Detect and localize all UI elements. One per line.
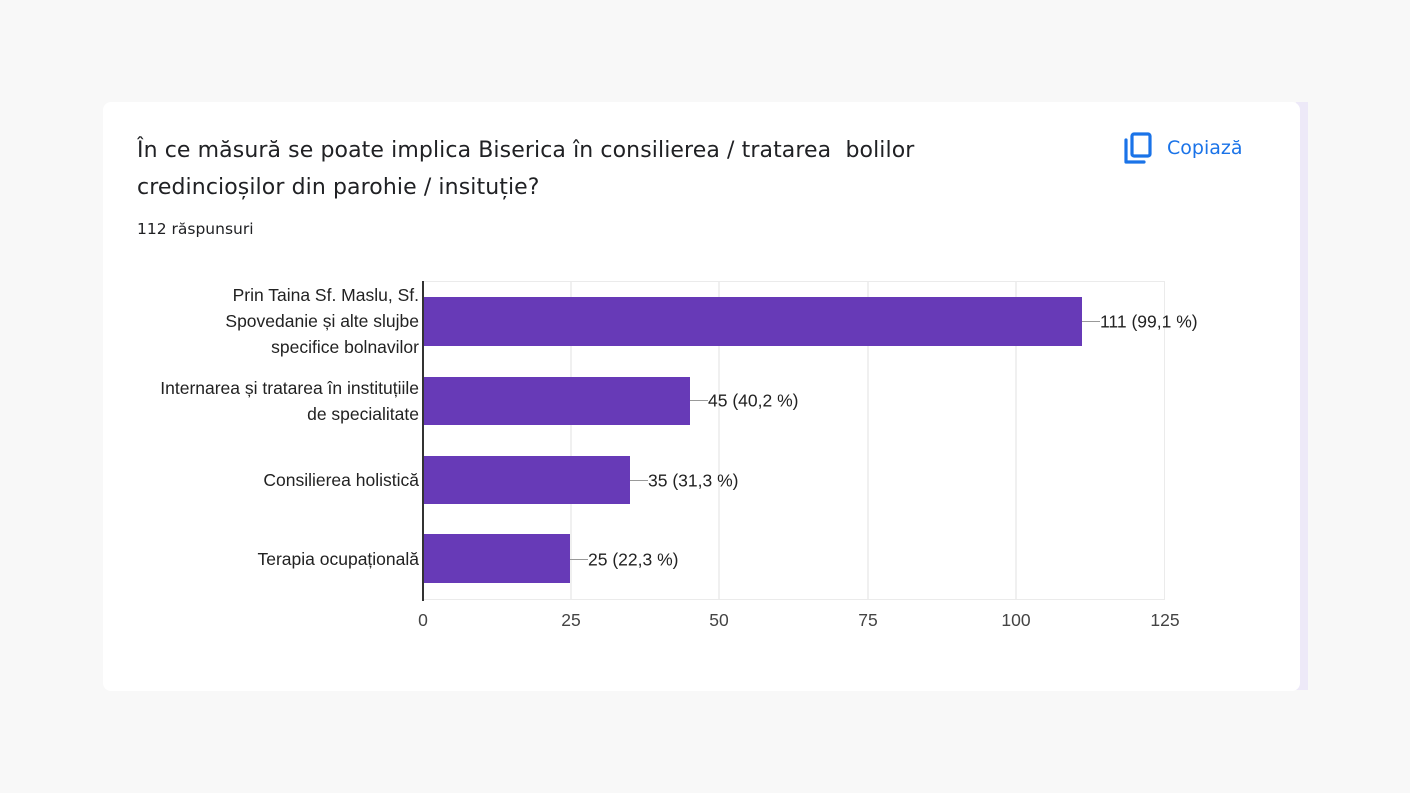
gridline-100 bbox=[1015, 282, 1017, 599]
x-tick-100: 100 bbox=[1001, 610, 1031, 630]
question-title-line-1: În ce măsură se poate implica Biserica î… bbox=[137, 138, 915, 163]
value-label-2: 35 (31,3 %) bbox=[648, 470, 739, 491]
category-label-0: Prin Taina Sf. Maslu, Sf. Spovedanie și … bbox=[225, 282, 419, 360]
bar-3[interactable] bbox=[424, 534, 570, 583]
leader-1 bbox=[690, 400, 708, 401]
category-label-3: Terapia ocupațională bbox=[257, 546, 419, 572]
category-label-2: Consilierea holistică bbox=[263, 467, 419, 493]
category-label-3-line-1: Terapia ocupațională bbox=[257, 549, 419, 569]
question-title: În ce măsură se poate implica Biserica î… bbox=[137, 132, 997, 206]
copy-icon bbox=[1124, 132, 1152, 164]
response-count: 112 răspunsuri bbox=[137, 220, 254, 238]
x-tick-25: 25 bbox=[561, 610, 581, 630]
x-tick-75: 75 bbox=[858, 610, 878, 630]
leader-3 bbox=[570, 559, 588, 560]
category-label-1: Internarea și tratarea în instituțiile d… bbox=[160, 375, 419, 427]
category-label-0-line-3: specifice bolnavilor bbox=[271, 337, 419, 357]
y-axis-line bbox=[422, 281, 424, 601]
plot-area bbox=[423, 281, 1165, 600]
copy-label: Copiază bbox=[1167, 137, 1243, 159]
x-tick-0: 0 bbox=[418, 610, 428, 630]
category-label-1-line-1: Internarea și tratarea în instituțiile bbox=[160, 378, 419, 398]
copy-chart-button[interactable]: Copiază bbox=[1123, 128, 1243, 168]
bar-1[interactable] bbox=[424, 377, 690, 425]
leader-0 bbox=[1082, 321, 1100, 322]
question-title-line-2: credincioșilor din parohie / insituție? bbox=[137, 175, 540, 200]
bar-chart: 111 (99,1 %) 45 (40,2 %) 35 (31,3 %) 25 … bbox=[103, 102, 1300, 691]
gridline-25 bbox=[570, 282, 572, 599]
bar-2[interactable] bbox=[424, 456, 630, 504]
gridline-50 bbox=[718, 282, 720, 599]
x-tick-125: 125 bbox=[1150, 610, 1180, 630]
category-label-0-line-2: Spovedanie și alte slujbe bbox=[225, 311, 419, 331]
gridline-75 bbox=[867, 282, 869, 599]
value-label-3: 25 (22,3 %) bbox=[588, 549, 679, 570]
bar-0[interactable] bbox=[424, 297, 1082, 346]
value-label-1: 45 (40,2 %) bbox=[708, 390, 799, 411]
leader-2 bbox=[630, 480, 648, 481]
question-summary-card: În ce măsură se poate implica Biserica î… bbox=[103, 102, 1300, 691]
x-tick-50: 50 bbox=[709, 610, 729, 630]
category-label-0-line-1: Prin Taina Sf. Maslu, Sf. bbox=[232, 285, 419, 305]
category-label-1-line-2: de specialitate bbox=[307, 404, 419, 424]
category-label-2-line-1: Consilierea holistică bbox=[263, 470, 419, 490]
value-label-0: 111 (99,1 %) bbox=[1100, 311, 1198, 332]
